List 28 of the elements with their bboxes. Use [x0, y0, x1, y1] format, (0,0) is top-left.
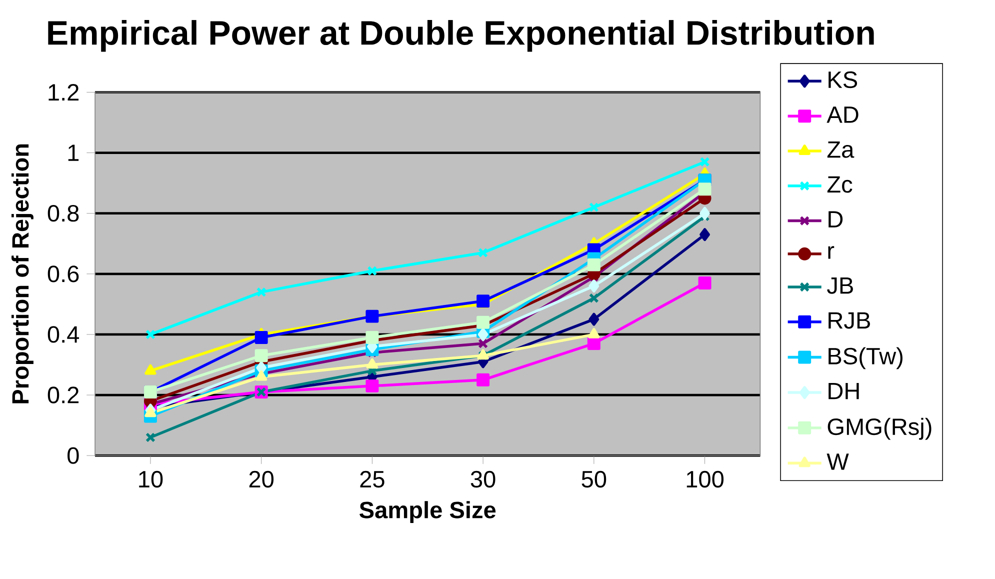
x-tick-label: 25	[360, 471, 384, 488]
legend-label: RJB	[828, 312, 870, 329]
x-tick-label: 10	[139, 471, 163, 488]
legend-label: DH	[828, 383, 859, 400]
legend-label: D	[828, 211, 843, 228]
legend-label: KS	[828, 72, 858, 88]
x-axis-title: Sample Size	[360, 501, 496, 524]
y-tick-label: 0.4	[48, 326, 80, 344]
y-tick-label: 1.2	[48, 84, 79, 101]
legend-label: BS(Tw)	[828, 347, 902, 370]
y-tick-label: 1	[68, 144, 79, 162]
x-tick-label: 100	[686, 471, 724, 488]
x-tick-label: 50	[582, 471, 606, 488]
y-tick-label: 0.2	[48, 386, 79, 404]
legend-label: Zc	[827, 176, 852, 193]
y-axis-title: Proportion of Rejection	[11, 144, 34, 404]
x-tick-label: 20	[249, 471, 274, 488]
legend-label: Za	[827, 142, 854, 158]
chart-title: Empirical Power at Double Exponential Distribution	[48, 20, 874, 52]
legend-label: JB	[827, 278, 853, 294]
legend-label: r	[828, 246, 834, 259]
legend-label: AD	[826, 106, 858, 123]
y-tick-label: 0.6	[48, 266, 79, 282]
legend-label: GMG(Rsj)	[828, 418, 932, 440]
x-tick-label: 30	[470, 471, 496, 488]
y-tick-label: 0.8	[48, 205, 79, 222]
legend-label: W	[826, 454, 849, 470]
y-tick-label: 0	[68, 447, 79, 464]
